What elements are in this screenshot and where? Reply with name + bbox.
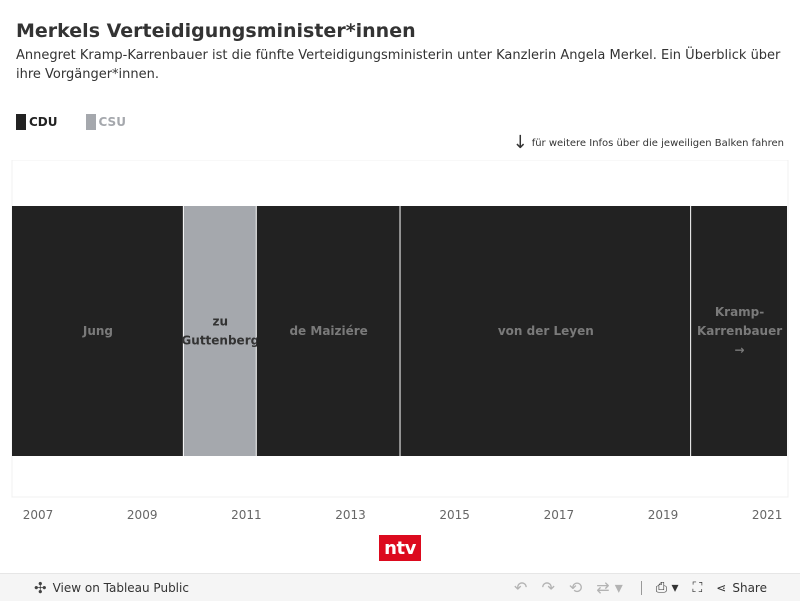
fullscreen-icon[interactable]: ⛶ [692, 579, 703, 596]
timeline-bar-4[interactable] [691, 206, 787, 456]
timeline-bar-1[interactable] [183, 206, 256, 456]
legend-swatch-cdu [16, 114, 26, 130]
x-tick-label: 2021 [752, 508, 783, 522]
legend-item-cdu[interactable]: CDU [16, 114, 58, 130]
timeline-bar-label-line: de Maiziére [289, 324, 367, 338]
revert-icon[interactable]: ⟲ [568, 578, 583, 597]
legend-swatch-csu [85, 114, 96, 130]
timeline-bar-label-line: → [735, 343, 745, 357]
tableau-logo-icon: ✣ [34, 578, 47, 597]
page-title: Merkels Verteidigungsminister*innen [16, 20, 416, 42]
share-label: Share [732, 580, 767, 595]
view-on-tableau-button[interactable]: ✣ View on Tableau Public [34, 579, 189, 597]
down-arrow-icon: ↓ [512, 132, 528, 153]
timeline-bar-label-line: Karrenbauer [697, 324, 782, 338]
timeline-bar-label-line: zu [213, 315, 229, 329]
page-subtitle: Annegret Kramp-Karrenbauer ist die fünft… [16, 48, 781, 82]
x-tick-label: 2013 [335, 508, 366, 522]
timeline-bar-label-line: Guttenberg [181, 334, 259, 348]
x-tick-label: 2015 [439, 508, 470, 522]
x-tick-label: 2019 [648, 508, 679, 522]
timeline-bar-label-line: Jung [82, 324, 113, 338]
timeline-bar-0[interactable] [12, 206, 183, 456]
timeline-bar-label-line: Kramp- [715, 305, 764, 319]
refresh-icon[interactable]: ⇄ ▾ [596, 578, 623, 597]
ntv-logo: ntv [379, 535, 421, 561]
legend-label-cdu: CDU [29, 115, 58, 129]
timeline-bar-label-0: Jung [82, 324, 113, 338]
timeline-bar-label-3: von der Leyen [498, 324, 594, 338]
legend-item-csu[interactable]: CSU [85, 114, 126, 130]
tableau-toolbar: ✣ View on Tableau Public ↶ ↷ ⟲ ⇄ ▾ ⎙ ▾ ⛶… [0, 573, 800, 601]
timeline-bar-label-1: zu Guttenberg [181, 315, 259, 348]
x-tick-label: 2011 [231, 508, 262, 522]
hover-hint: ↓ für weitere Infos über die jeweiligen … [513, 134, 784, 152]
undo-icon[interactable]: ↶ [514, 578, 528, 597]
timeline-bar-2[interactable] [256, 206, 400, 456]
timeline-bar-label-line: von der Leyen [498, 324, 594, 338]
share-button[interactable]: ⋖ Share [716, 581, 767, 595]
timeline-bar-3[interactable] [400, 206, 691, 456]
timeline-bar-label-2: de Maiziére [289, 324, 367, 338]
timeline-bar-label-4: Kramp- Karrenbauer → [697, 305, 782, 357]
legend: CDU CSU [16, 114, 126, 130]
x-tick-label: 2007 [23, 508, 54, 522]
redo-icon[interactable]: ↷ [541, 578, 555, 597]
hint-text: für weitere Infos über die jeweiligen Ba… [531, 137, 784, 149]
download-icon[interactable]: ⎙ ▾ [655, 579, 679, 596]
legend-label-csu: CSU [98, 115, 126, 129]
timeline-chart: Jung zu Guttenberg de Maiziére von der Leyen… [11, 160, 789, 522]
x-tick-label: 2017 [544, 508, 575, 522]
x-tick-label: 2009 [127, 508, 158, 522]
view-on-tableau-label: View on Tableau Public [52, 580, 189, 595]
share-icon: ⋖ [716, 580, 727, 595]
toolbar-divider [640, 580, 642, 595]
